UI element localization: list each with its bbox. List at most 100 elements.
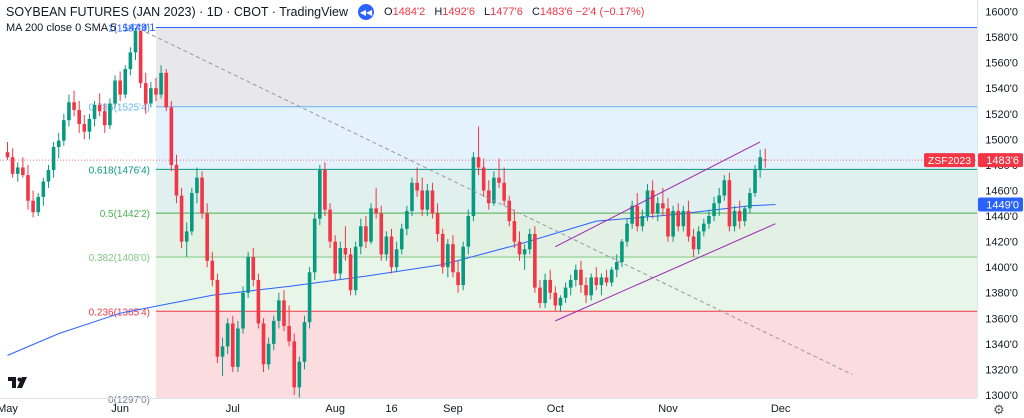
candle xyxy=(225,318,230,355)
time-tick-label: Sep xyxy=(443,403,463,415)
candle xyxy=(502,167,506,206)
candle-body xyxy=(640,216,645,227)
candle xyxy=(56,132,61,159)
fib-label: 0.618(1476'4) xyxy=(89,165,150,176)
candle xyxy=(635,193,640,232)
candle xyxy=(215,273,220,364)
tradingview-logo-icon[interactable] xyxy=(7,374,29,390)
candle-body xyxy=(676,210,681,227)
price-tick-label: 1520'0 xyxy=(985,109,1018,121)
candle-body xyxy=(277,300,281,321)
price-tick-label: 1380'0 xyxy=(985,288,1018,300)
candle-body xyxy=(271,320,276,344)
candle xyxy=(686,200,691,242)
fib-label: 0(1297'0) xyxy=(108,395,150,406)
candle xyxy=(51,141,56,178)
candle xyxy=(568,274,573,296)
candle xyxy=(461,241,465,291)
candle-body xyxy=(486,190,491,204)
price-tick-label: 1360'0 xyxy=(985,313,1018,325)
candle xyxy=(220,337,225,376)
candle-body xyxy=(266,343,271,365)
fib-band xyxy=(155,256,978,312)
candle-body xyxy=(67,102,71,121)
candle-body xyxy=(328,209,332,242)
candle xyxy=(210,251,215,287)
candle-body xyxy=(215,279,220,357)
candle-body xyxy=(630,205,634,224)
indicator-legend[interactable]: MA 200 close 0 SMA 5 1449'1 xyxy=(6,22,155,34)
fib-band xyxy=(155,106,978,170)
candle xyxy=(302,315,307,370)
candle xyxy=(394,241,399,273)
candle-body xyxy=(338,247,343,274)
high-label: H xyxy=(434,6,443,18)
candle-body xyxy=(261,323,266,365)
candle-body xyxy=(737,210,742,222)
candle xyxy=(241,286,245,334)
candle xyxy=(563,282,568,303)
candle-body xyxy=(384,236,389,255)
candle-body xyxy=(394,249,399,268)
candle-body xyxy=(748,193,752,209)
close-label: C xyxy=(531,6,540,18)
candle xyxy=(527,228,532,255)
candle xyxy=(62,113,66,146)
candle xyxy=(748,187,752,214)
candle xyxy=(620,239,624,268)
indicator-name: MA 200 close 0 SMA 5 xyxy=(6,22,117,34)
candle-body xyxy=(410,182,414,211)
candle xyxy=(645,184,650,222)
candle-body xyxy=(620,241,624,263)
candle xyxy=(727,172,732,232)
candle xyxy=(543,273,547,309)
fib-band xyxy=(155,213,978,257)
chart-title: SOYBEAN FUTURES (JAN 2023) · 1D · CBOT ·… xyxy=(6,5,348,19)
candle xyxy=(154,77,158,101)
candle-body xyxy=(507,200,512,222)
fib-label: 0.786(1525'4) xyxy=(89,103,150,114)
candle-body xyxy=(425,190,430,210)
candle xyxy=(440,228,445,274)
candle-body xyxy=(225,323,230,347)
candle-body xyxy=(108,103,112,126)
candle xyxy=(307,267,312,329)
candle xyxy=(548,269,553,300)
symbol-badge-label: ZSF2023 xyxy=(928,155,971,167)
candle-body xyxy=(538,287,542,303)
candle-body xyxy=(169,107,174,165)
candle-body xyxy=(179,195,184,242)
candle-body xyxy=(753,170,757,194)
candle-body xyxy=(727,180,732,227)
candle-body xyxy=(476,157,481,168)
settings-gear-icon[interactable]: ⚙ xyxy=(993,402,1005,417)
candle-body xyxy=(26,175,30,201)
candle-body xyxy=(41,181,46,197)
candle xyxy=(251,247,256,287)
candle xyxy=(46,164,51,188)
candle-body xyxy=(246,256,250,293)
candle-body xyxy=(671,210,675,237)
candle xyxy=(533,226,537,293)
price-tick-label: 1560'0 xyxy=(985,58,1018,70)
candle xyxy=(353,241,358,296)
candle xyxy=(691,228,696,257)
price-tick-label: 1540'0 xyxy=(985,83,1018,95)
candle-body xyxy=(210,260,215,280)
candle-body xyxy=(625,223,629,242)
fib-label: 0.236(1365'4) xyxy=(89,307,150,318)
candle xyxy=(312,213,317,280)
candle xyxy=(604,269,609,287)
candle xyxy=(446,239,450,278)
candle-body xyxy=(471,157,476,217)
candle xyxy=(287,305,291,347)
candle xyxy=(138,30,143,89)
candle-body xyxy=(497,177,501,183)
candle xyxy=(420,177,425,217)
candle-body xyxy=(492,177,496,204)
candle-body xyxy=(102,111,107,126)
replay-icon[interactable]: ◀◀ xyxy=(358,4,374,20)
low-label: L xyxy=(484,6,491,18)
candle-body xyxy=(77,109,81,124)
